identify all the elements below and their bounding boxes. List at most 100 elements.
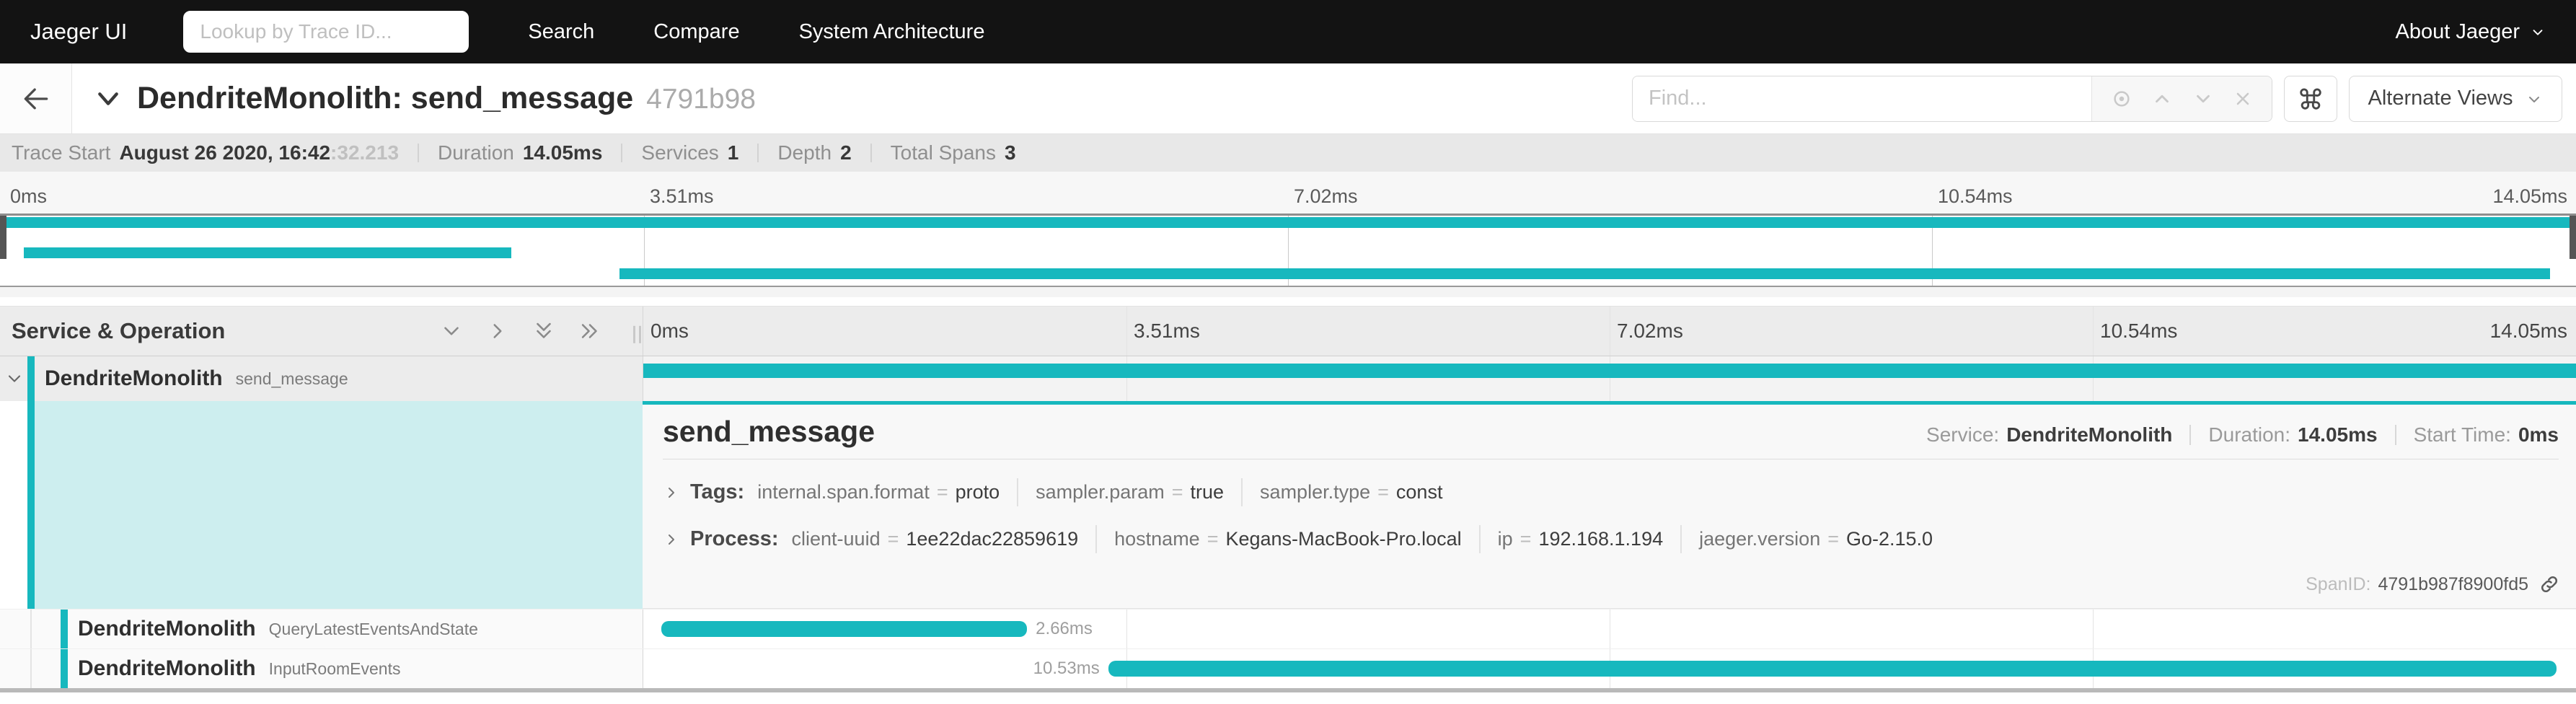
span-timeline-cell[interactable]: 2.66ms bbox=[643, 610, 2576, 648]
expand-process-chevron-icon[interactable] bbox=[663, 531, 680, 548]
process-list: client-uuid = 1ee22dac22859619 hostname = Keg… bbox=[786, 525, 1951, 553]
trace-title: DendriteMonolith: send_message 4791b98 bbox=[137, 81, 756, 116]
minimap-scrubber-strip[interactable] bbox=[0, 287, 2576, 297]
divider bbox=[870, 144, 872, 162]
kv-pair: hostname = Kegans-MacBook-Pro.local bbox=[1095, 525, 1479, 553]
next-result-icon[interactable] bbox=[2192, 88, 2214, 110]
tags-label[interactable]: Tags: bbox=[690, 480, 745, 503]
divider bbox=[2394, 425, 2396, 445]
minimap-graph[interactable] bbox=[0, 214, 2576, 287]
service-operation-header-cell: Service & Operation bbox=[0, 307, 643, 356]
duration-label: Duration bbox=[438, 141, 514, 164]
spacer bbox=[0, 297, 2576, 306]
arrow-left-icon bbox=[20, 83, 52, 115]
service-color-bar bbox=[61, 610, 68, 648]
span-detail-indent[interactable] bbox=[0, 401, 643, 609]
trace-summary-bar: Trace Start August 26 2020, 16:42 :32.21… bbox=[0, 134, 2576, 172]
tick-label: 3.51ms bbox=[650, 185, 714, 207]
span-id-value: 4791b987f8900fd5 bbox=[2378, 573, 2528, 594]
horizontal-scrollbar[interactable] bbox=[0, 688, 2576, 692]
gridline bbox=[2093, 307, 2094, 356]
kv-pair: sampler.type = const bbox=[1241, 478, 1460, 506]
span-detail-header: send_message Service: DendriteMonolith D… bbox=[663, 415, 2559, 449]
column-resize-handle[interactable] bbox=[633, 325, 641, 343]
service-color-bar bbox=[27, 401, 35, 609]
alternate-views-button[interactable]: Alternate Views bbox=[2349, 75, 2562, 122]
nav-item-system-architecture[interactable]: System Architecture bbox=[798, 19, 985, 43]
span-service-name: DendriteMonolith bbox=[78, 617, 256, 641]
span-timeline-cell[interactable]: 10.53ms bbox=[643, 649, 2576, 688]
alternate-views-label: Alternate Views bbox=[2368, 87, 2513, 110]
nav-item-compare[interactable]: Compare bbox=[653, 19, 740, 43]
process-row: Process: client-uuid = 1ee22dac22859619 hos… bbox=[663, 525, 2559, 553]
start-time-value: 0ms bbox=[2518, 423, 2559, 446]
tags-row: Tags: internal.span.format = proto sampler.… bbox=[663, 478, 2559, 506]
keyboard-shortcuts-button[interactable] bbox=[2284, 75, 2337, 122]
kv-pair: internal.span.format = proto bbox=[757, 481, 1000, 503]
service-operation-header: Service & Operation bbox=[12, 318, 226, 343]
span-bar-send-message[interactable] bbox=[643, 364, 2576, 378]
find-box bbox=[1632, 75, 2272, 122]
gridline bbox=[644, 216, 645, 286]
back-button[interactable] bbox=[0, 63, 72, 133]
gridline bbox=[2093, 356, 2094, 401]
span-duration-label: 10.53ms bbox=[1033, 659, 1100, 678]
find-input[interactable] bbox=[1633, 76, 2091, 121]
minimap-span-bar-send-message bbox=[0, 217, 2576, 228]
depth-value: 2 bbox=[840, 141, 852, 164]
span-row-query-latest-events[interactable]: DendriteMonolith QueryLatestEventsAndSta… bbox=[0, 609, 2576, 648]
span-detail-panel: send_message Service: DendriteMonolith D… bbox=[643, 401, 2576, 609]
process-label[interactable]: Process: bbox=[690, 527, 779, 550]
service-value: DendriteMonolith bbox=[2006, 423, 2173, 446]
trace-name: DendriteMonolith: send_message bbox=[137, 81, 634, 115]
span-operation-name: InputRoomEvents bbox=[268, 659, 401, 678]
prev-result-icon[interactable] bbox=[2151, 88, 2173, 110]
trace-id-lookup-input[interactable] bbox=[183, 11, 469, 53]
trace-page-header: DendriteMonolith: send_message 4791b98 bbox=[0, 63, 2576, 134]
minimap-span-bar-input-room-events bbox=[619, 268, 2551, 279]
span-name-cell[interactable]: DendriteMonolith QueryLatestEventsAndSta… bbox=[0, 610, 643, 648]
span-timeline-cell[interactable] bbox=[643, 356, 2576, 401]
total-spans-label: Total Spans bbox=[890, 141, 996, 164]
collapse-trace-chevron-icon[interactable] bbox=[94, 84, 123, 113]
top-navbar: Jaeger UI Search Compare System Architec… bbox=[0, 0, 2576, 63]
span-service-name: DendriteMonolith bbox=[45, 366, 223, 390]
span-detail-meta: Service: DendriteMonolith Duration: 14.0… bbox=[1926, 423, 2559, 446]
about-jaeger-label: About Jaeger bbox=[2395, 19, 2520, 43]
span-bar-input-room-events[interactable] bbox=[1108, 661, 2557, 677]
span-row-input-room-events[interactable]: DendriteMonolith InputRoomEvents 10.53ms bbox=[0, 648, 2576, 688]
gridline bbox=[1126, 610, 1127, 648]
duration-value: 14.05ms bbox=[2298, 423, 2378, 446]
span-service-name: DendriteMonolith bbox=[78, 656, 256, 680]
span-operation-name: QueryLatestEventsAndState bbox=[268, 619, 478, 638]
indent-spacer bbox=[0, 401, 27, 609]
minimap-range-handle-right[interactable] bbox=[2570, 216, 2576, 259]
collapse-children-chevron-icon[interactable] bbox=[4, 369, 25, 389]
app-title[interactable]: Jaeger UI bbox=[30, 19, 128, 44]
tick-label: 7.02ms bbox=[1294, 185, 1358, 207]
span-name-cell[interactable]: DendriteMonolith send_message bbox=[0, 356, 643, 401]
expand-one-level-icon[interactable] bbox=[485, 319, 510, 343]
deep-link-icon[interactable] bbox=[2538, 573, 2560, 595]
nav-item-search[interactable]: Search bbox=[528, 19, 595, 43]
gridline bbox=[1126, 307, 1127, 356]
trace-start-value: August 26 2020, 16:42 bbox=[119, 141, 331, 164]
about-jaeger-menu[interactable]: About Jaeger bbox=[2395, 20, 2546, 44]
bottom-filler bbox=[0, 692, 2576, 704]
kv-pair: client-uuid = 1ee22dac22859619 bbox=[791, 528, 1079, 550]
span-name-cell[interactable]: DendriteMonolith InputRoomEvents bbox=[0, 649, 643, 688]
expand-tags-chevron-icon[interactable] bbox=[663, 484, 680, 501]
span-row-send-message[interactable]: DendriteMonolith send_message bbox=[0, 356, 2576, 401]
service-color-bar bbox=[61, 649, 68, 688]
minimap-range-handle-left[interactable] bbox=[0, 216, 6, 259]
collapse-all-icon[interactable] bbox=[531, 319, 556, 343]
divider bbox=[757, 144, 759, 162]
clear-find-icon[interactable] bbox=[2233, 89, 2253, 109]
span-bar-query-latest[interactable] bbox=[661, 621, 1028, 637]
duration-value: 14.05ms bbox=[522, 141, 603, 164]
match-focus-icon[interactable] bbox=[2111, 88, 2132, 110]
collapse-one-level-icon[interactable] bbox=[439, 319, 464, 343]
expand-all-icon[interactable] bbox=[578, 319, 602, 343]
span-id-label: SpanID: bbox=[2306, 573, 2371, 594]
